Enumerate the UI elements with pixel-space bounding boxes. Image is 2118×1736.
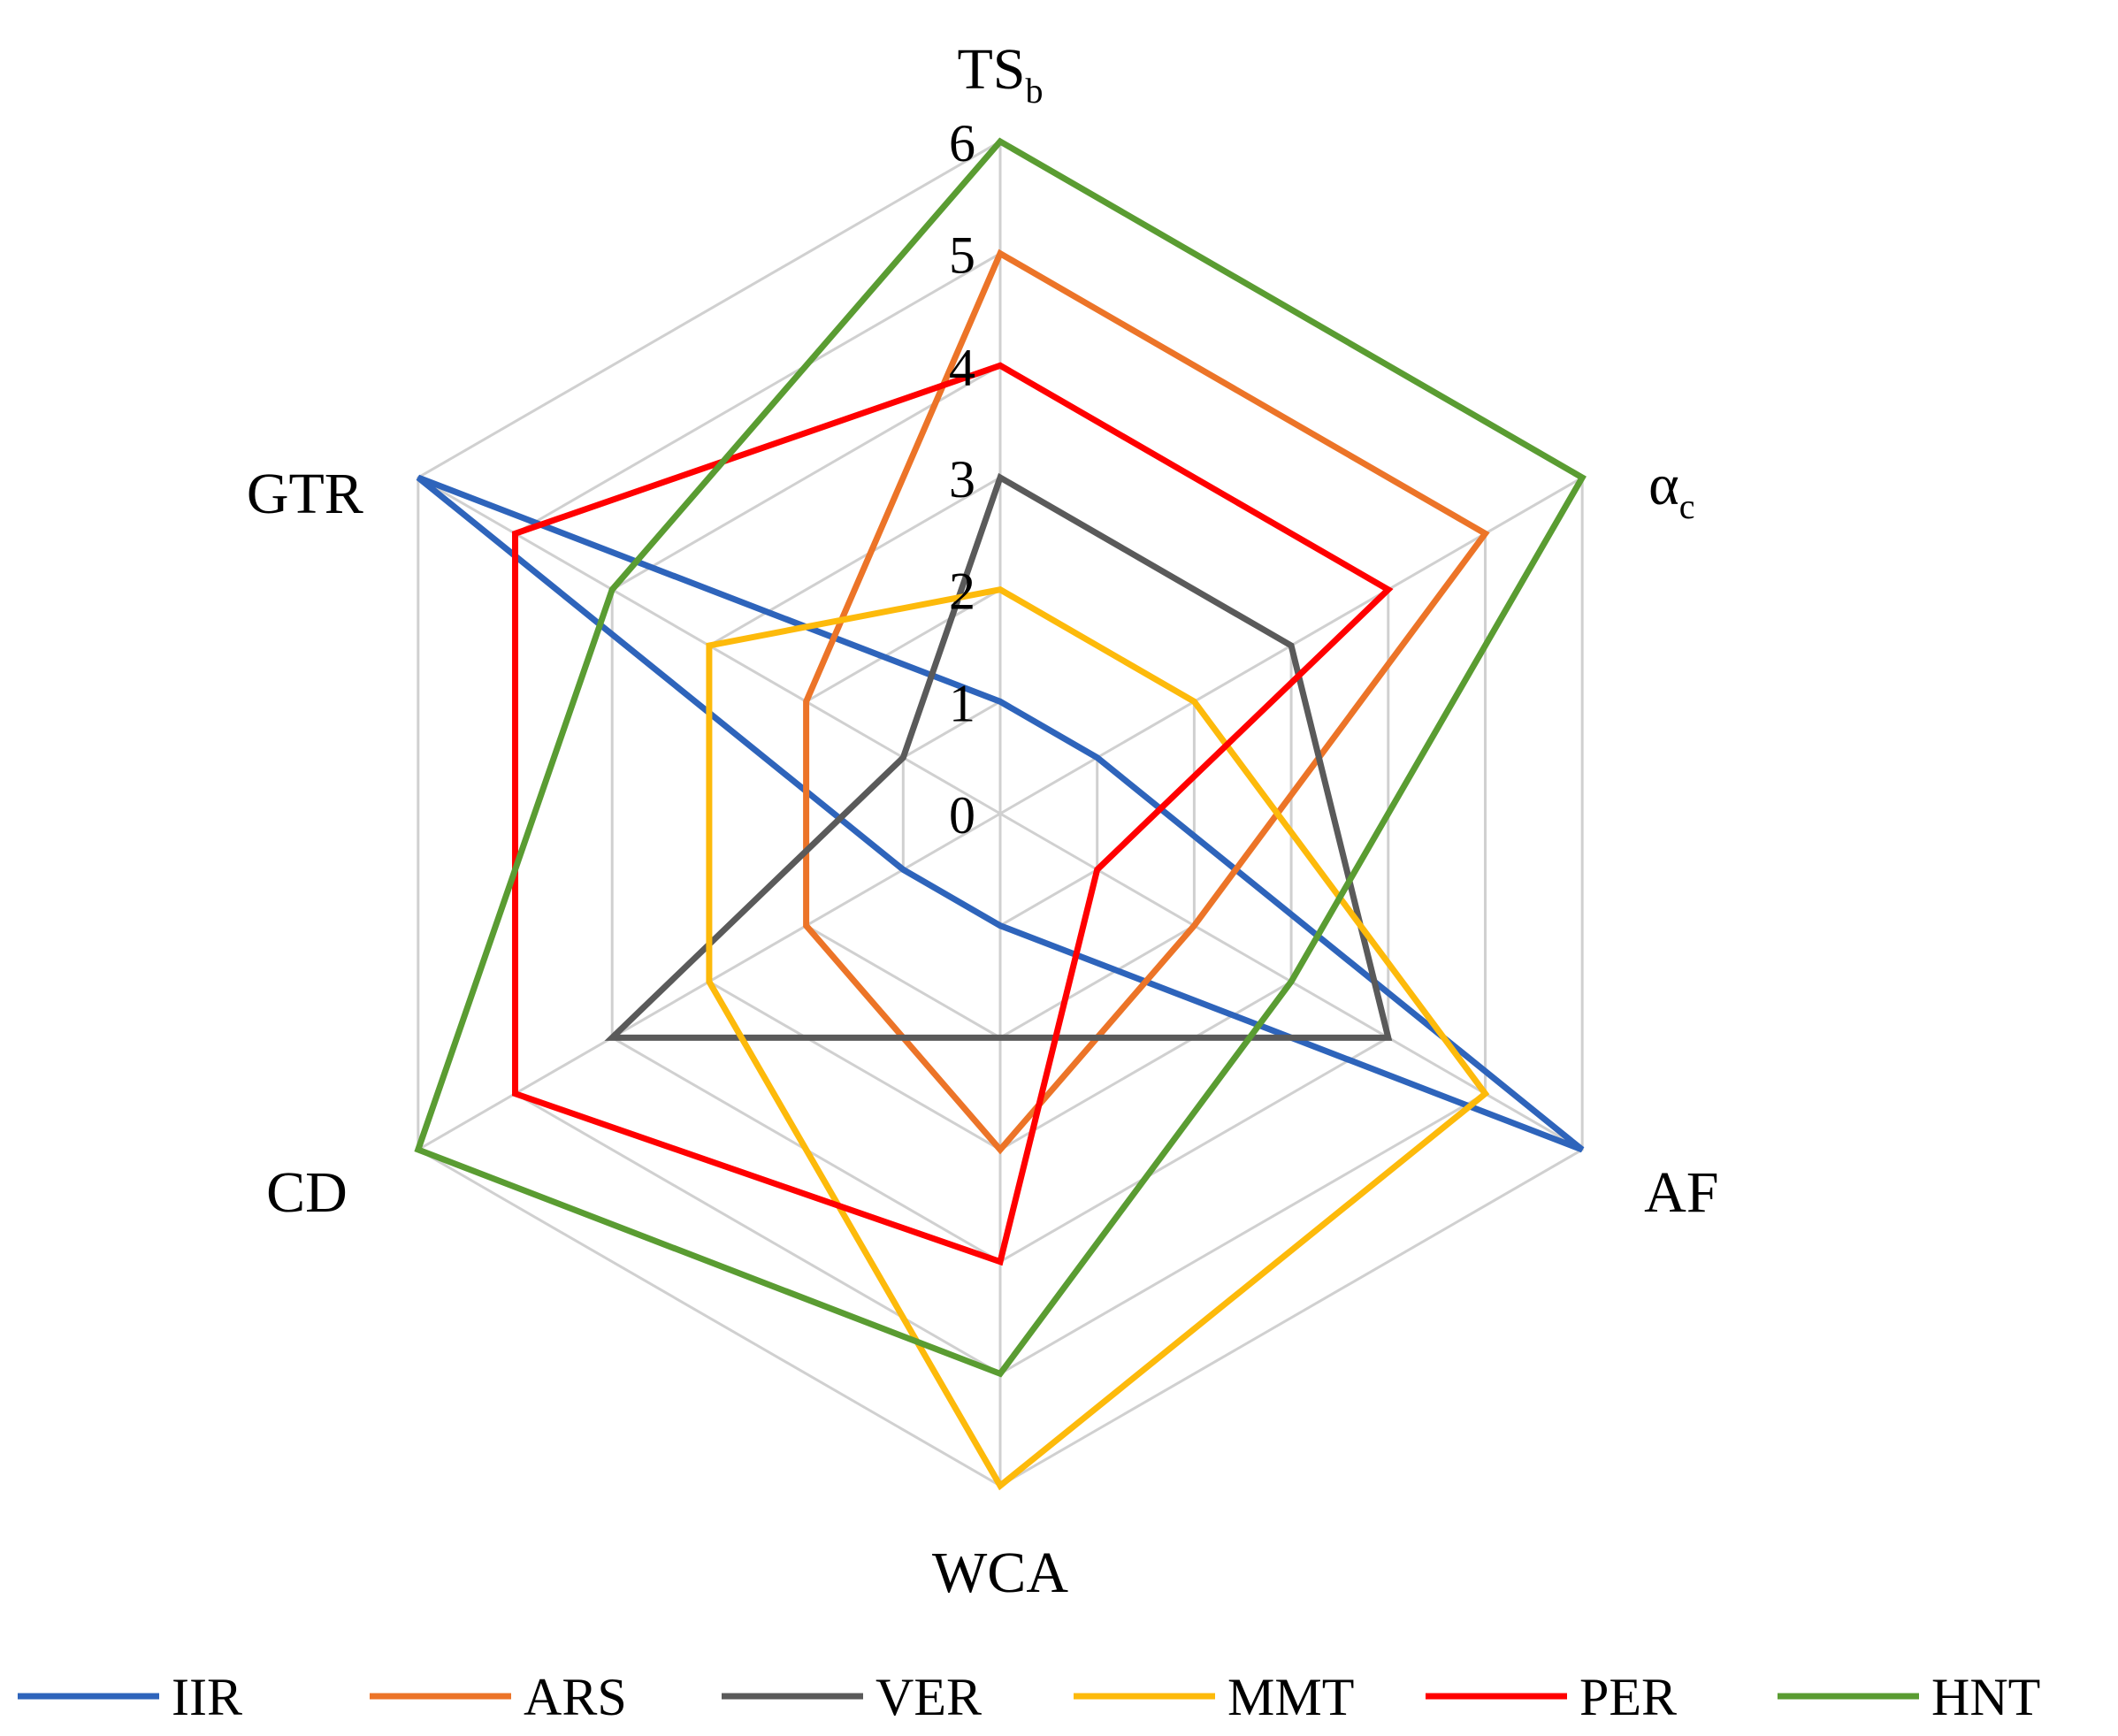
axis-label-wca: WCA: [932, 1541, 1068, 1605]
axis-label-text: α: [1648, 453, 1679, 517]
axis-label-gtr: GTR: [247, 462, 363, 526]
axis-label-subscript: b: [1026, 71, 1044, 111]
axis-label-text: WCA: [932, 1541, 1068, 1605]
tick-label: 1: [949, 674, 975, 732]
axis-labels: TSb αc AF WCA CD GTR: [247, 37, 1719, 1605]
legend: IIR ARS VER MMT PER HNT: [18, 1668, 2040, 1726]
tick-label: 6: [949, 114, 975, 172]
legend-label-iir: IIR: [172, 1668, 242, 1726]
axis-label-subscript: c: [1679, 486, 1695, 526]
tick-label: 2: [949, 562, 975, 621]
tick-label: 0: [949, 786, 975, 845]
legend-label-per: PER: [1579, 1668, 1677, 1726]
series-layer: [414, 137, 1587, 1491]
series-per: [512, 362, 1394, 1266]
series-mmt: [706, 585, 1490, 1491]
tick-label: 5: [949, 226, 975, 285]
axis-label-ac: αc: [1648, 453, 1694, 526]
tick-label: 4: [949, 338, 975, 396]
axis-label-tsb: TSb: [957, 37, 1043, 111]
tick-labels: 0 1 2 3 4 5 6: [949, 114, 975, 845]
legend-label-ver: VER: [875, 1668, 982, 1726]
legend-label-ars: ARS: [524, 1668, 627, 1726]
axis-label-text: CD: [266, 1160, 348, 1225]
tick-label: 3: [949, 450, 975, 509]
grid-layer: [417, 140, 1584, 1487]
series-iir: [416, 474, 1585, 1153]
axis-label-text: AF: [1644, 1160, 1718, 1225]
series-hnt: [414, 137, 1587, 1378]
legend-label-mmt: MMT: [1227, 1668, 1354, 1726]
axis-label-cd: CD: [266, 1160, 348, 1225]
axis-label-text: TS: [957, 37, 1025, 102]
axis-label-text: GTR: [247, 462, 363, 526]
axis-label-af: AF: [1644, 1160, 1718, 1225]
series-ars: [803, 249, 1490, 1155]
legend-label-hnt: HNT: [1931, 1668, 2040, 1726]
series-ver: [604, 472, 1393, 1041]
